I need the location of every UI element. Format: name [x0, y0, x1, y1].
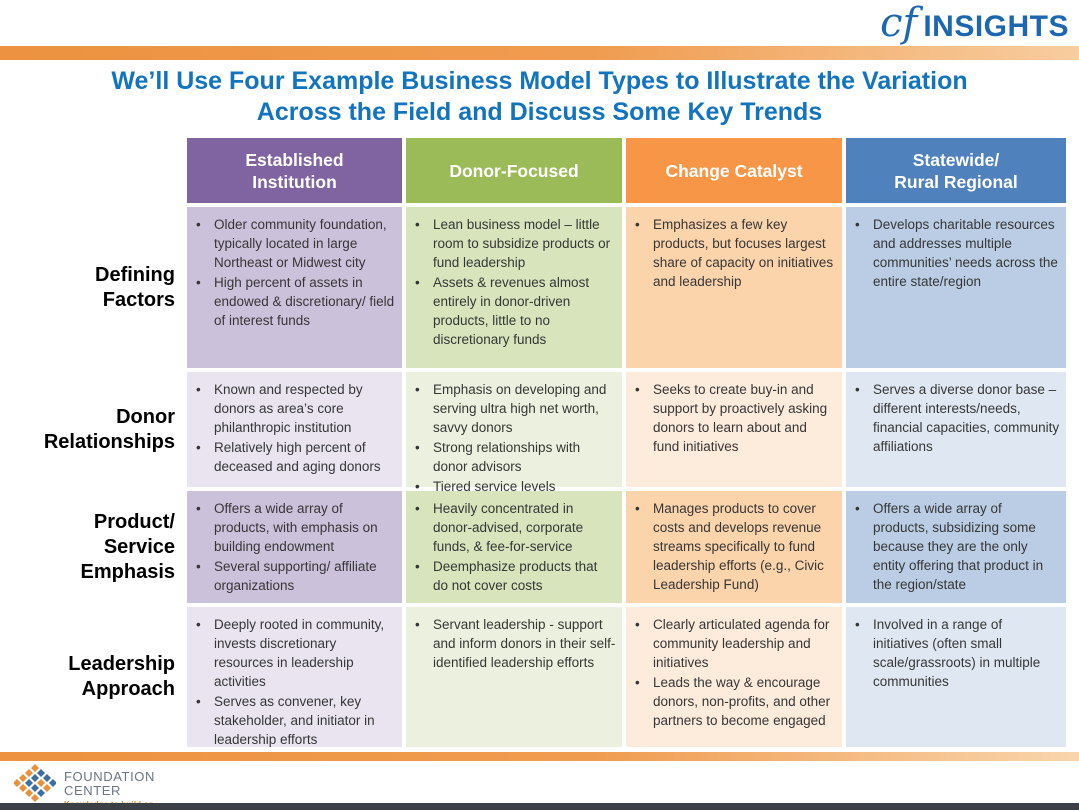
- cell-donor-relationships-donor-focused: Emphasis on developing and serving ultra…: [406, 372, 622, 496]
- bullet-item: Manages products to cover costs and deve…: [626, 499, 836, 594]
- cell-defining-factors-established: Older community foundation, typically lo…: [187, 207, 402, 368]
- cell-defining-factors-statewide: Develops charitable resources and addres…: [846, 207, 1066, 368]
- slide-title-line1: We’ll Use Four Example Business Model Ty…: [111, 67, 968, 95]
- bullet-item: Lean business model – little room to sub…: [406, 215, 616, 272]
- bullet-item: Emphasizes a few key products, but focus…: [626, 215, 836, 291]
- bullet-item: Seeks to create buy-in and support by pr…: [626, 380, 836, 456]
- bullet-item: Deemphasize products that do not cover c…: [406, 557, 616, 595]
- bullet-item: High percent of assets in endowed & disc…: [187, 273, 396, 330]
- footer-accent-bar: [0, 752, 1079, 761]
- row-label-line: Service: [103, 535, 175, 558]
- cf-insights-logo: cf INSIGHTS: [880, 0, 1069, 46]
- cell-donor-relationships-statewide: Serves a diverse donor base – different …: [846, 372, 1066, 487]
- column-header-line: Rural Regional: [894, 171, 1018, 192]
- bullet-item: Leads the way & encourage donors, non-pr…: [626, 673, 836, 730]
- bullet-item: Strong relationships with donor advisors: [406, 438, 616, 476]
- business-model-table: Established Institution Donor-Focused Ch…: [1, 138, 1066, 747]
- row-label-defining-factors: Defining Factors: [1, 207, 183, 368]
- bullet-item: Offers a wide array of products, with em…: [187, 499, 396, 556]
- row-label-line: Defining: [95, 263, 175, 286]
- column-header-line: Statewide/: [912, 149, 1000, 170]
- cf-logo-mark: cf: [880, 0, 918, 46]
- bullet-item: Serves a diverse donor base – different …: [846, 380, 1060, 456]
- cell-leadership-statewide: Involved in a range of initiatives (ofte…: [846, 607, 1066, 747]
- cell-leadership-established: Deeply rooted in community, invests disc…: [187, 607, 402, 747]
- cell-product-service-statewide: Offers a wide array of products, subsidi…: [846, 491, 1066, 603]
- bullet-item: Older community foundation, typically lo…: [187, 215, 396, 272]
- column-header-established-institution: Established Institution: [187, 138, 402, 203]
- column-header-statewide-rural-regional: Statewide/ Rural Regional: [846, 138, 1066, 203]
- bullet-item: Known and respected by donors as area’s …: [187, 380, 396, 437]
- bullet-item: Deeply rooted in community, invests disc…: [187, 615, 396, 691]
- row-label-donor-relationships: Donor Relationships: [1, 372, 183, 487]
- cell-product-service-established: Offers a wide array of products, with em…: [187, 491, 402, 603]
- cell-donor-relationships-change-catalyst: Seeks to create buy-in and support by pr…: [626, 372, 842, 487]
- cell-defining-factors-donor-focused: Lean business model – little room to sub…: [406, 207, 622, 368]
- foundation-center-name-line2: CENTER: [64, 783, 122, 798]
- column-header-line: Change Catalyst: [665, 160, 803, 181]
- column-header-line: Donor-Focused: [449, 160, 579, 181]
- foundation-center-diamond-icon: [14, 764, 56, 802]
- cell-leadership-change-catalyst: Clearly articulated agenda for community…: [626, 607, 842, 747]
- bullet-item: Heavily concentrated in donor-advised, c…: [406, 499, 616, 556]
- bullet-item: Serves as convener, key stakeholder, and…: [187, 692, 396, 749]
- bullet-item: Several supporting/ affiliate organizati…: [187, 557, 396, 595]
- bullet-item: Involved in a range of initiatives (ofte…: [846, 615, 1060, 691]
- slide-title: We’ll Use Four Example Business Model Ty…: [0, 66, 1079, 128]
- bullet-item: Clearly articulated agenda for community…: [626, 615, 836, 672]
- row-label-line: Donor: [116, 405, 175, 428]
- bullet-item: Assets & revenues almost entirely in don…: [406, 273, 616, 349]
- slide-title-line2: Across the Field and Discuss Some Key Tr…: [256, 98, 823, 126]
- column-header-line: Institution: [252, 171, 337, 192]
- cell-product-service-donor-focused: Heavily concentrated in donor-advised, c…: [406, 491, 622, 603]
- cell-donor-relationships-established: Known and respected by donors as area’s …: [187, 372, 402, 487]
- row-label-line: Leadership: [68, 653, 175, 675]
- insights-wordmark: INSIGHTS: [923, 10, 1069, 43]
- column-header-change-catalyst: Change Catalyst: [626, 138, 842, 203]
- table-corner-spacer: [1, 138, 183, 203]
- row-label-leadership-approach: Leadership Approach: [1, 607, 183, 747]
- bullet-item: Relatively high percent of deceased and …: [187, 438, 396, 476]
- foundation-center-name-line1: FOUNDATION: [64, 769, 155, 784]
- column-header-donor-focused: Donor-Focused: [406, 138, 622, 203]
- bullet-item: Develops charitable resources and addres…: [846, 215, 1060, 291]
- column-header-line: Established: [245, 149, 344, 170]
- cell-product-service-change-catalyst: Manages products to cover costs and deve…: [626, 491, 842, 603]
- cell-leadership-donor-focused: Servant leadership - support and inform …: [406, 607, 622, 747]
- row-label-line: Product/: [93, 510, 175, 533]
- row-label-product-service-emphasis: Product/ Service Emphasis: [1, 491, 183, 603]
- top-accent-bar: [0, 46, 1079, 60]
- row-label-line: Emphasis: [80, 560, 175, 583]
- bullet-item: Emphasis on developing and serving ultra…: [406, 380, 616, 437]
- row-label-line: Factors: [102, 288, 175, 311]
- cell-defining-factors-change-catalyst: Emphasizes a few key products, but focus…: [626, 207, 842, 368]
- row-label-line: Relationships: [43, 430, 175, 453]
- row-label-line: Approach: [81, 678, 175, 700]
- bullet-item: Offers a wide array of products, subsidi…: [846, 499, 1060, 594]
- bottom-edge-bar: [0, 803, 1079, 810]
- bullet-item: Servant leadership - support and inform …: [406, 615, 616, 672]
- bullet-item: Tiered service levels: [406, 477, 616, 496]
